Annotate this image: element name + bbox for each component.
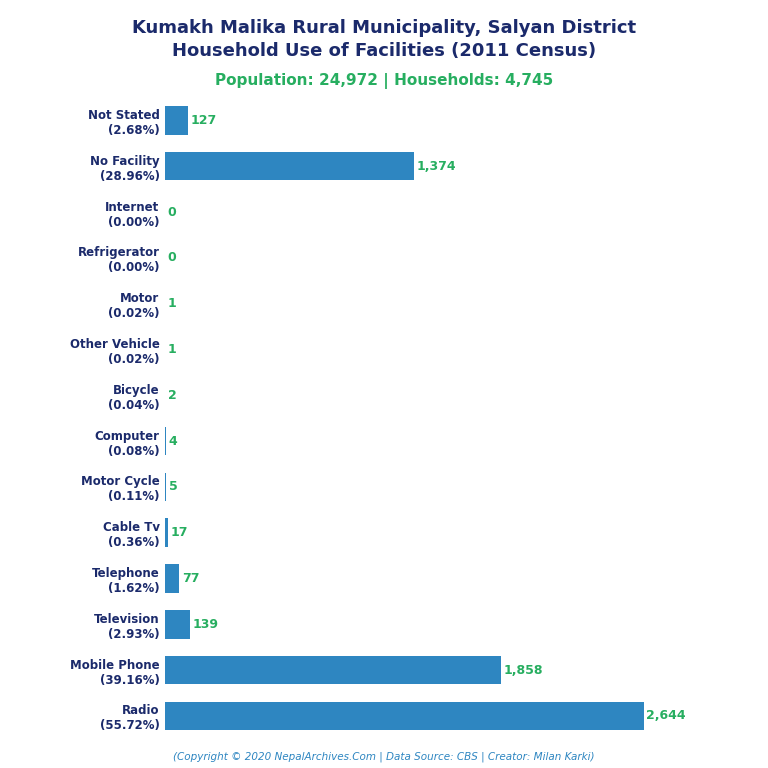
Bar: [165, 564, 179, 593]
Bar: [165, 106, 188, 134]
Text: 0: 0: [168, 251, 177, 264]
Text: 2,644: 2,644: [646, 710, 686, 723]
Text: 2: 2: [168, 389, 177, 402]
Bar: [165, 656, 502, 684]
Bar: [165, 610, 190, 638]
Bar: [165, 702, 644, 730]
Text: (Copyright © 2020 NepalArchives.Com | Data Source: CBS | Creator: Milan Karki): (Copyright © 2020 NepalArchives.Com | Da…: [174, 751, 594, 762]
Text: 77: 77: [182, 572, 199, 585]
Text: 1,858: 1,858: [504, 664, 544, 677]
Bar: [165, 152, 414, 180]
Text: Kumakh Malika Rural Municipality, Salyan District: Kumakh Malika Rural Municipality, Salyan…: [132, 19, 636, 37]
Text: 4: 4: [168, 435, 177, 448]
Text: Household Use of Facilities (2011 Census): Household Use of Facilities (2011 Census…: [172, 42, 596, 60]
Text: 127: 127: [190, 114, 217, 127]
Bar: [165, 518, 168, 547]
Text: 0: 0: [168, 206, 177, 219]
Text: 1,374: 1,374: [416, 160, 456, 173]
Text: 5: 5: [169, 481, 177, 493]
Text: Population: 24,972 | Households: 4,745: Population: 24,972 | Households: 4,745: [215, 73, 553, 89]
Text: 139: 139: [193, 617, 219, 631]
Text: 1: 1: [168, 297, 177, 310]
Text: 1: 1: [168, 343, 177, 356]
Bar: [165, 472, 166, 501]
Text: 17: 17: [171, 526, 188, 539]
